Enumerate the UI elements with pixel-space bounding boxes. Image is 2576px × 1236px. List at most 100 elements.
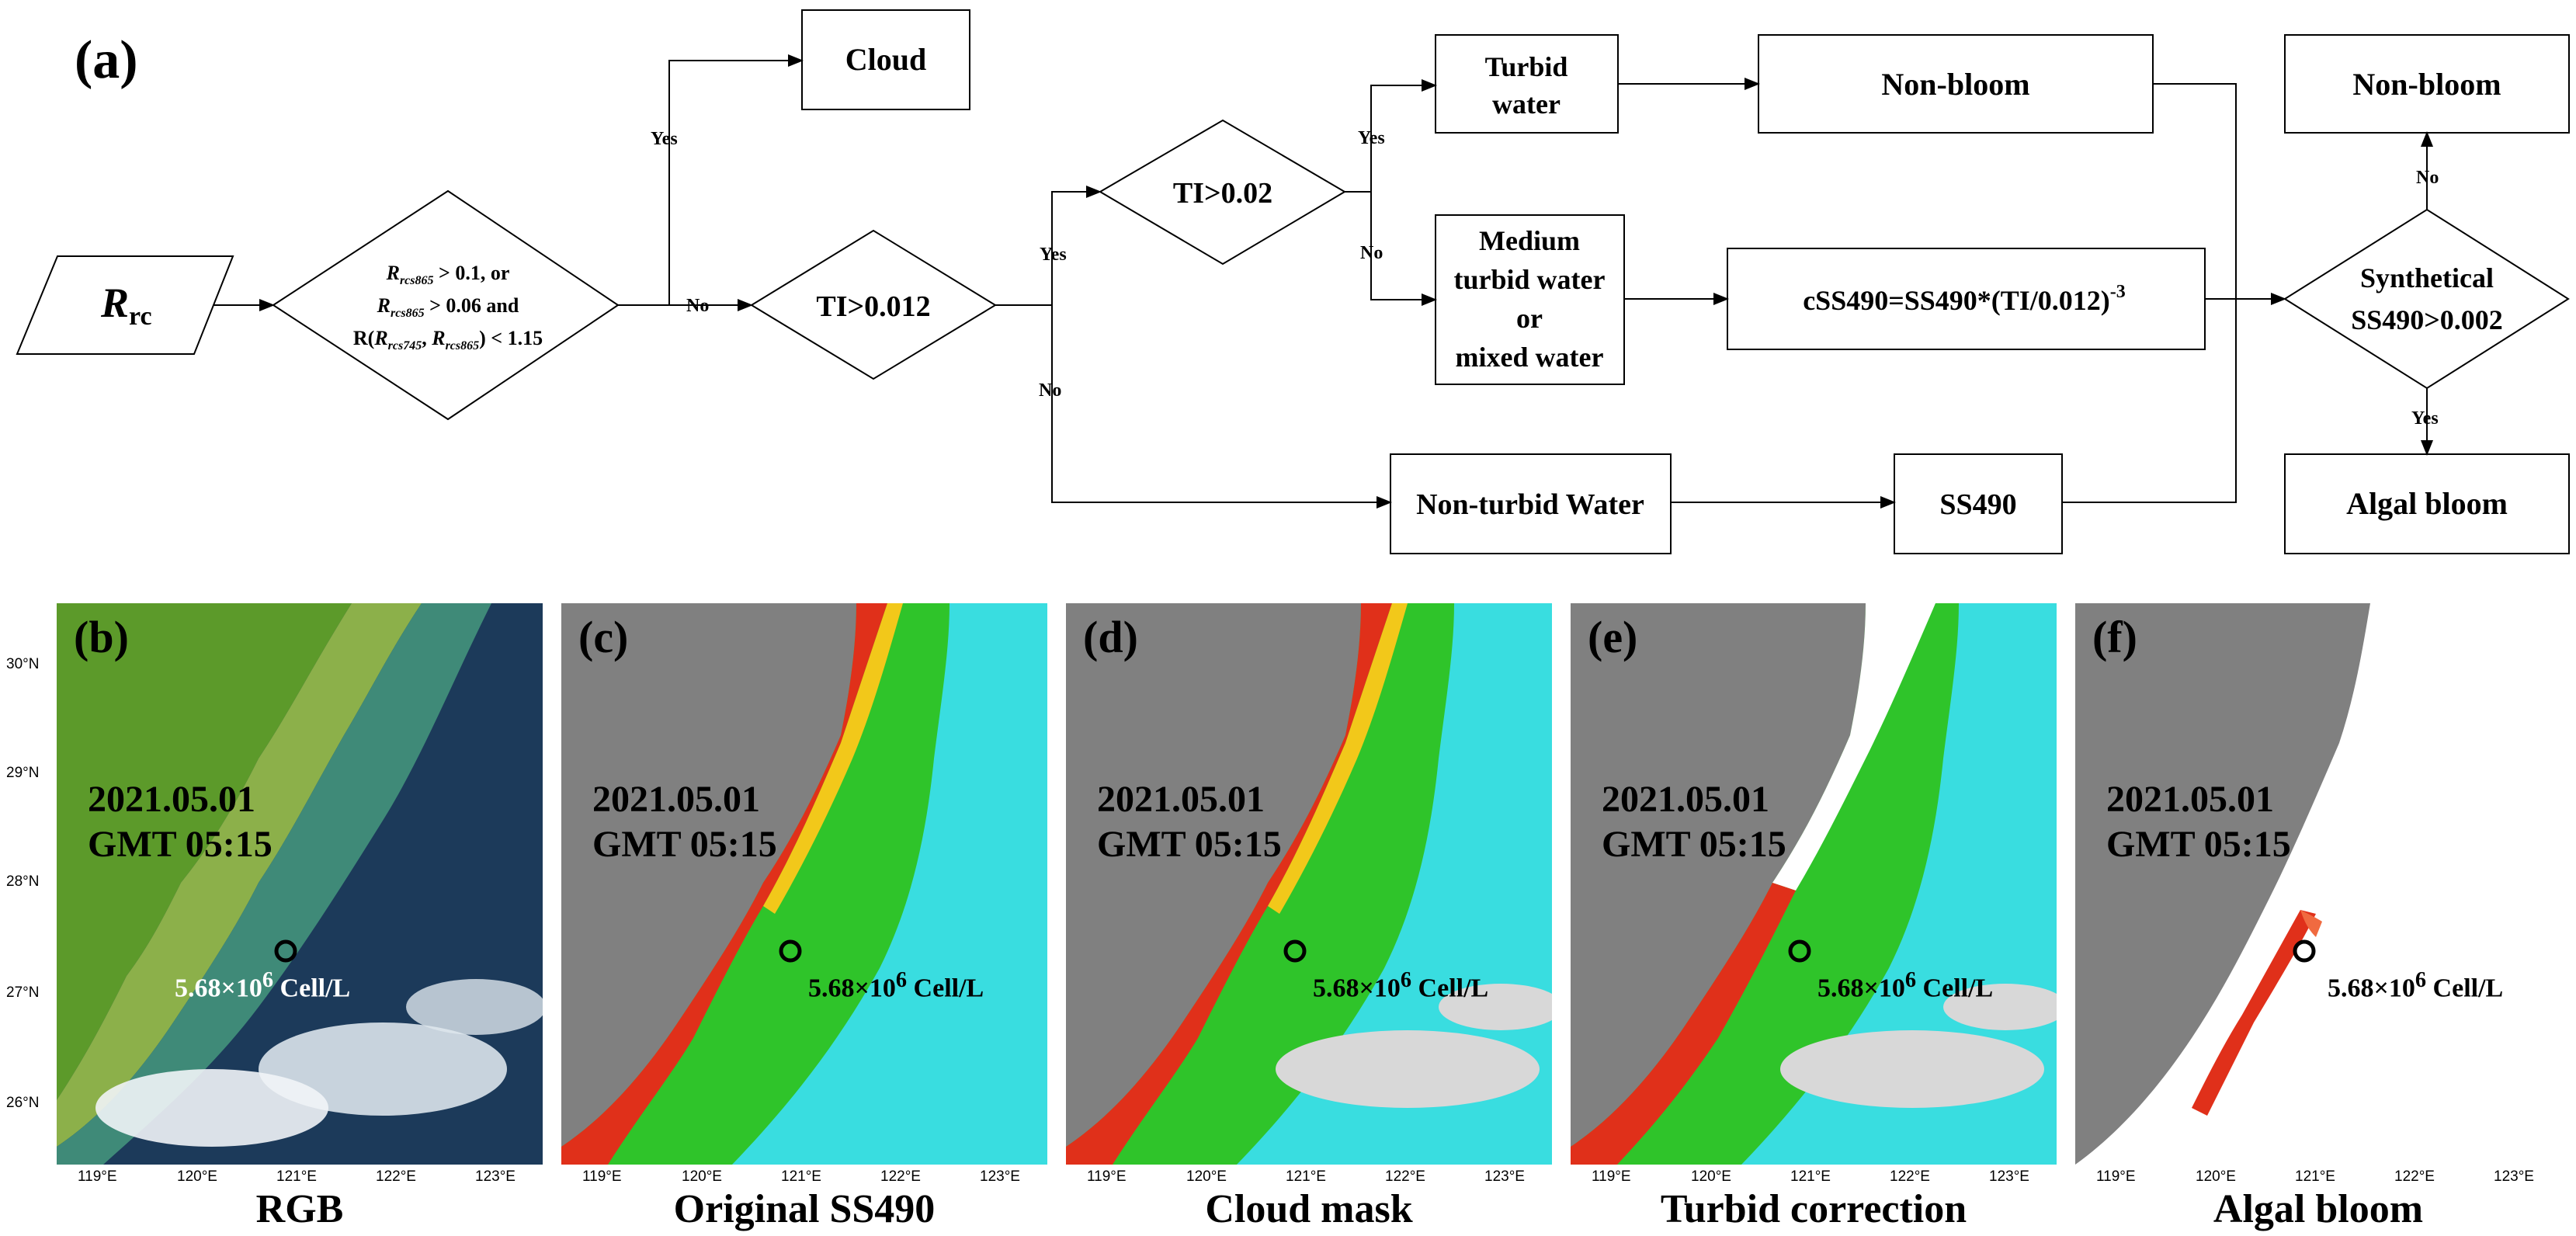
edge-label-yes-cloud: Yes xyxy=(651,129,678,149)
ti-0012-decision: TI>0.012 xyxy=(750,229,997,380)
turbid-water-box: Turbid water xyxy=(1435,34,1619,134)
caption-cloud-mask: Cloud mask xyxy=(1205,1187,1413,1231)
svg-text:water: water xyxy=(1492,89,1561,120)
edge-label-no-cloud: No xyxy=(686,296,709,316)
svg-text:Medium: Medium xyxy=(1479,225,1580,256)
svg-text:SS490: SS490 xyxy=(1939,488,2016,521)
caption-turbid-correction: Turbid correction xyxy=(1660,1187,1967,1231)
panel-time: GMT 05:15 xyxy=(2106,824,2291,865)
correction-exponent: -3 xyxy=(2110,282,2126,302)
svg-text:SS490>0.002: SS490>0.002 xyxy=(2351,304,2503,335)
panel-concentration: 5.68×106 Cell/L xyxy=(1313,968,1489,1003)
non-turbid-box: Non-turbid Water xyxy=(1390,453,1672,554)
panel-date: 2021.05.01 xyxy=(1097,779,1265,820)
edge-label-yes-ti012: Yes xyxy=(1040,245,1067,265)
svg-text:Rrcs865 > 0.1, or: Rrcs865 > 0.1, or xyxy=(386,262,510,287)
panel-time: GMT 05:15 xyxy=(592,824,777,865)
svg-text:Non-bloom: Non-bloom xyxy=(2352,67,2501,102)
lon-tick: 120°E xyxy=(177,1168,217,1185)
caption-original-ss490: Original SS490 xyxy=(673,1187,936,1231)
ti-002-decision: TI>0.02 xyxy=(1099,119,1346,266)
map-algal-bloom-image xyxy=(2075,603,2561,1165)
lon-tick: 123°E xyxy=(1484,1168,1525,1185)
caption-algal-bloom: Algal bloom xyxy=(2213,1187,2424,1231)
svg-text:turbid water: turbid water xyxy=(1454,264,1606,295)
lon-tick: 122°E xyxy=(1890,1168,1930,1185)
panel-concentration: 5.68×106 Cell/L xyxy=(2328,968,2504,1003)
correction-box: cSS490=SS490*(TI/0.012)-3 xyxy=(1727,248,2206,350)
panel-time: GMT 05:15 xyxy=(88,824,273,865)
lat-tick: 27°N xyxy=(6,984,40,1001)
panel-letter: (f) xyxy=(2092,612,2137,662)
svg-text:or: or xyxy=(1516,303,1543,334)
svg-text:Rrcs865 > 0.06 and: Rrcs865 > 0.06 and xyxy=(377,294,519,320)
lon-tick: 123°E xyxy=(475,1168,516,1185)
cloud-box: Cloud xyxy=(801,9,970,110)
lon-tick: 121°E xyxy=(2295,1168,2335,1185)
panel-time: GMT 05:15 xyxy=(1602,824,1786,865)
lat-tick: 30°N xyxy=(6,656,40,672)
flowchart-edges xyxy=(214,54,2433,509)
map-panel-algal-bloom: (f) 2021.05.01 GMT 05:15 5.68×106 Cell/L xyxy=(2075,603,2561,1165)
nonbloom-middle-box: Non-bloom xyxy=(1758,34,2154,134)
lon-tick: 119°E xyxy=(582,1168,622,1185)
correction-formula: cSS490=SS490*(TI/0.012) xyxy=(1803,285,2110,316)
lon-tick: 122°E xyxy=(880,1168,921,1185)
svg-text:cSS490=SS490*(TI/0.012)-3: cSS490=SS490*(TI/0.012)-3 xyxy=(1803,282,2126,316)
panel-concentration: 5.68×106 Cell/L xyxy=(808,968,984,1003)
lon-tick: 121°E xyxy=(781,1168,821,1185)
lon-tick: 123°E xyxy=(1989,1168,2029,1185)
panel-letter: (e) xyxy=(1588,612,1638,662)
svg-text:mixed water: mixed water xyxy=(1456,342,1604,373)
lon-tick: 120°E xyxy=(1186,1168,1227,1185)
ss490-box: SS490 xyxy=(1894,453,2063,554)
svg-text:Cloud: Cloud xyxy=(845,42,927,77)
panel-letter: (c) xyxy=(578,612,629,662)
cloud-decision: Rrcs865 > 0.1, or Rrcs865 > 0.06 and R(R… xyxy=(272,189,620,421)
map-panel-original-ss490: (c) 2021.05.01 GMT 05:15 5.68×106 Cell/L xyxy=(561,603,1047,1165)
lon-tick: 122°E xyxy=(376,1168,416,1185)
lon-tick: 123°E xyxy=(2494,1168,2534,1185)
lon-tick: 123°E xyxy=(980,1168,1020,1185)
synthetical-decision: Synthetical SS490>0.002 xyxy=(2283,208,2570,390)
edge-label-no-ti002: No xyxy=(1360,243,1383,263)
edge-label-no-ti012: No xyxy=(1039,380,1061,401)
svg-text:Synthetical: Synthetical xyxy=(2360,262,2494,293)
map-turbid-correction-image xyxy=(1571,603,2057,1165)
lon-tick: 121°E xyxy=(1286,1168,1326,1185)
lat-tick: 29°N xyxy=(6,765,40,781)
map-panel-cloud-mask: (d) 2021.05.01 GMT 05:15 5.68×106 Cell/L xyxy=(1066,603,1552,1165)
map-panel-rgb: (b) 2021.05.01 GMT 05:15 5.68×106 Cell/L xyxy=(57,603,543,1165)
edge-label-yes-ti002: Yes xyxy=(1358,128,1385,148)
edge-label-no-synthetical: No xyxy=(2416,168,2439,188)
nonbloom-right-box: Non-bloom xyxy=(2284,34,2570,134)
panel-date: 2021.05.01 xyxy=(592,779,760,820)
lon-tick: 121°E xyxy=(276,1168,317,1185)
lon-tick: 119°E xyxy=(1592,1168,1631,1185)
lon-tick: 120°E xyxy=(1691,1168,1731,1185)
map-ss490-image xyxy=(561,603,1047,1165)
panel-concentration: 5.68×106 Cell/L xyxy=(1817,968,1994,1003)
medium-turbid-box: Medium turbid water or mixed water xyxy=(1435,214,1625,385)
panel-concentration: 5.68×106 Cell/L xyxy=(175,968,351,1003)
panel-letter: (b) xyxy=(74,612,129,662)
flowchart-label: (a) xyxy=(75,30,138,90)
lon-tick: 122°E xyxy=(1385,1168,1425,1185)
lat-tick: 26°N xyxy=(6,1095,40,1111)
lat-tick: 28°N xyxy=(6,873,40,890)
panel-letter: (d) xyxy=(1083,612,1138,662)
svg-text:R(Rrcs745, Rrcs865) < 1.15: R(Rrcs745, Rrcs865) < 1.15 xyxy=(353,327,543,352)
input-subscript: rc xyxy=(129,302,152,331)
svg-text:Rrc: Rrc xyxy=(100,279,152,331)
svg-text:Non-bloom: Non-bloom xyxy=(1881,67,2029,102)
svg-text:TI>0.012: TI>0.012 xyxy=(816,290,930,323)
input-label: R xyxy=(100,279,129,326)
flowchart: (a) Rrc Rrcs865 > 0.1, or Rrcs865 > 0.06… xyxy=(16,9,2570,554)
panel-date: 2021.05.01 xyxy=(1602,779,1769,820)
svg-text:TI>0.02: TI>0.02 xyxy=(1173,177,1272,210)
lon-tick: 122°E xyxy=(2394,1168,2435,1185)
algal-bloom-box: Algal bloom xyxy=(2284,453,2570,554)
input-node: Rrc xyxy=(16,255,234,355)
map-cloud-mask-image xyxy=(1066,603,1552,1165)
edge-label-yes-synthetical: Yes xyxy=(2411,408,2439,429)
